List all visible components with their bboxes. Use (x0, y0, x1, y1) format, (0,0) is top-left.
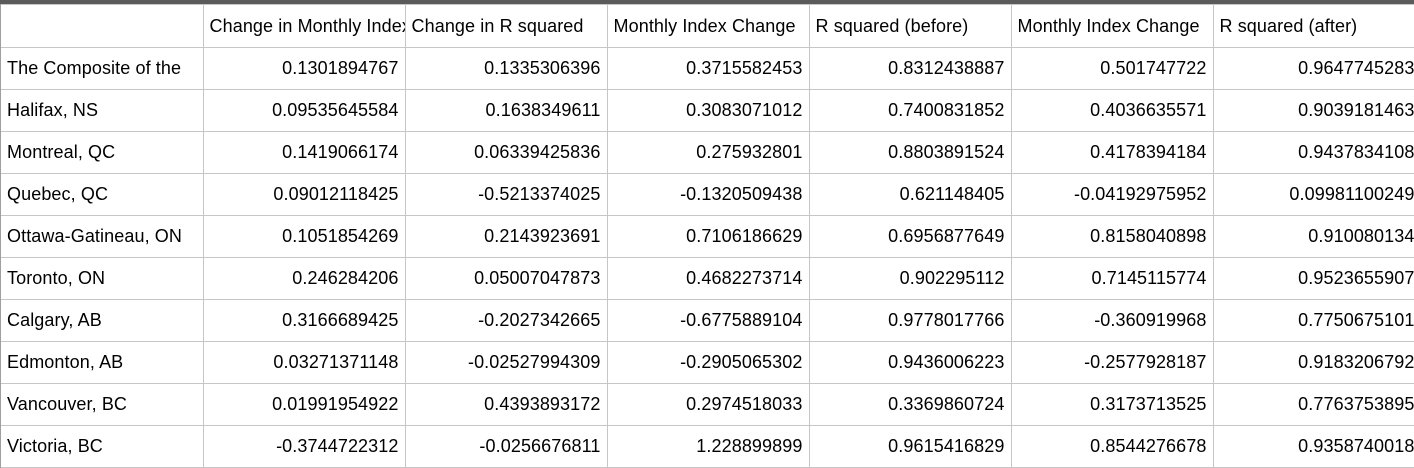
value-cell[interactable]: 0.3166689425 (202, 299, 406, 342)
value-cell[interactable]: 0.1419066174 (202, 131, 406, 174)
table-row: Halifax, NS 0.09535645584 0.1638349611 0.30… (1, 89, 1414, 132)
value-cell[interactable]: 0.2974518033 (606, 383, 810, 426)
value-cell[interactable]: -0.360919968 (1010, 299, 1214, 342)
table-row: Vancouver, BC 0.01991954922 0.4393893172 0.… (1, 383, 1414, 426)
header-cell[interactable]: Change in Monthly Index (202, 4, 406, 48)
value-cell[interactable]: 0.9436006223 (808, 341, 1012, 384)
value-cell[interactable]: 0.6956877649 (808, 215, 1012, 258)
value-cell[interactable]: 0.9358740018 (1212, 425, 1414, 468)
value-cell[interactable]: 0.3173713525 (1010, 383, 1214, 426)
value-cell[interactable]: 0.8544276678 (1010, 425, 1214, 468)
value-cell[interactable]: -0.1320509438 (606, 173, 810, 216)
value-cell[interactable]: -0.5213374025 (404, 173, 608, 216)
table-row: Toronto, ON 0.246284206 0.05007047873 0.468… (1, 257, 1414, 300)
value-cell[interactable]: -0.02527994309 (404, 341, 608, 384)
value-cell[interactable]: 0.8158040898 (1010, 215, 1214, 258)
value-cell[interactable]: 0.910080134 (1212, 215, 1414, 258)
value-cell[interactable]: 0.09535645584 (202, 89, 406, 132)
header-cell[interactable]: Change in R squared (404, 4, 608, 48)
value-cell[interactable]: 0.3369860724 (808, 383, 1012, 426)
table-row: Montreal, QC 0.1419066174 0.06339425836 0.2… (1, 131, 1414, 174)
value-cell[interactable]: 0.8312438887 (808, 47, 1012, 90)
row-label-cell[interactable]: Halifax, NS (1, 89, 204, 132)
value-cell[interactable]: 0.1051854269 (202, 215, 406, 258)
header-cell[interactable]: Monthly Index Change (1010, 4, 1214, 48)
row-label-cell[interactable]: The Composite of the (1, 47, 204, 90)
value-cell[interactable]: 0.7106186629 (606, 215, 810, 258)
value-cell[interactable]: -0.04192975952 (1010, 173, 1214, 216)
row-label-cell[interactable]: Quebec, QC (1, 173, 204, 216)
value-cell[interactable]: -0.6775889104 (606, 299, 810, 342)
value-cell[interactable]: 0.2143923691 (404, 215, 608, 258)
value-cell[interactable]: -0.2577928187 (1010, 341, 1214, 384)
value-cell[interactable]: 0.09981100249 (1212, 173, 1414, 216)
value-cell[interactable]: 0.7400831852 (808, 89, 1012, 132)
value-cell[interactable]: 0.3083071012 (606, 89, 810, 132)
value-cell[interactable]: 0.09012118425 (202, 173, 406, 216)
table-row: Calgary, AB 0.3166689425 -0.2027342665 -0.6… (1, 299, 1414, 342)
value-cell[interactable]: 0.7145115774 (1010, 257, 1214, 300)
table-row: Ottawa-Gatineau, ON 0.1051854269 0.2143923… (1, 215, 1414, 258)
header-cell[interactable]: R squared (before) (808, 4, 1012, 48)
value-cell[interactable]: 0.9647745283 (1212, 47, 1414, 90)
value-cell[interactable]: 0.9615416829 (808, 425, 1012, 468)
row-label-cell[interactable]: Toronto, ON (1, 257, 204, 300)
value-cell[interactable]: 0.246284206 (202, 257, 406, 300)
value-cell[interactable]: 0.8803891524 (808, 131, 1012, 174)
value-cell[interactable]: 0.4036635571 (1010, 89, 1214, 132)
value-cell[interactable]: 0.275932801 (606, 131, 810, 174)
value-cell[interactable]: 0.4393893172 (404, 383, 608, 426)
value-cell[interactable]: 0.9039181463 (1212, 89, 1414, 132)
value-cell[interactable]: 0.902295112 (808, 257, 1012, 300)
row-label-cell[interactable]: Edmonton, AB (1, 341, 204, 384)
table-row: Edmonton, AB 0.03271371148 -0.02527994309-… (1, 341, 1414, 384)
header-cell[interactable] (1, 4, 204, 48)
value-cell[interactable]: 0.7750675101 (1212, 299, 1414, 342)
value-cell[interactable]: 0.1301894767 (202, 47, 406, 90)
value-cell[interactable]: 0.7763753895 (1212, 383, 1414, 426)
table-row: Victoria, BC -0.3744722312 -0.0256676811 1.… (1, 425, 1414, 468)
value-cell[interactable]: 0.621148405 (808, 173, 1012, 216)
value-cell[interactable]: 1.228899899 (606, 425, 810, 468)
value-cell[interactable]: 0.06339425836 (404, 131, 608, 174)
value-cell[interactable]: -0.0256676811 (404, 425, 608, 468)
header-cell[interactable]: R squared (after) (1212, 4, 1414, 48)
spreadsheet-grid[interactable]: Change in Monthly Index Change in R squa… (0, 4, 1414, 468)
table-row: Quebec, QC 0.09012118425 -0.5213374025 -0.1… (1, 173, 1414, 216)
value-cell[interactable]: 0.1335306396 (404, 47, 608, 90)
value-cell[interactable]: 0.3715582453 (606, 47, 810, 90)
value-cell[interactable]: 0.9437834108 (1212, 131, 1414, 174)
value-cell[interactable]: 0.01991954922 (202, 383, 406, 426)
value-cell[interactable]: -0.3744722312 (202, 425, 406, 468)
value-cell[interactable]: 0.05007047873 (404, 257, 608, 300)
value-cell[interactable]: -0.2027342665 (404, 299, 608, 342)
header-cell[interactable]: Monthly Index Change (606, 4, 810, 48)
table-row: The Composite of the 0.1301894767 0.133530… (1, 47, 1414, 90)
value-cell[interactable]: 0.4178394184 (1010, 131, 1214, 174)
row-label-cell[interactable]: Vancouver, BC (1, 383, 204, 426)
value-cell[interactable]: 0.9183206792 (1212, 341, 1414, 384)
window-top-border (0, 0, 1414, 4)
value-cell[interactable]: 0.9523655907 (1212, 257, 1414, 300)
value-cell[interactable]: 0.501747722 (1010, 47, 1214, 90)
value-cell[interactable]: -0.2905065302 (606, 341, 810, 384)
value-cell[interactable]: 0.03271371148 (202, 341, 406, 384)
header-row: Change in Monthly Index Change in R squa… (1, 4, 1414, 48)
value-cell[interactable]: 0.9778017766 (808, 299, 1012, 342)
row-label-cell[interactable]: Victoria, BC (1, 425, 204, 468)
value-cell[interactable]: 0.1638349611 (404, 89, 608, 132)
row-label-cell[interactable]: Calgary, AB (1, 299, 204, 342)
value-cell[interactable]: 0.4682273714 (606, 257, 810, 300)
data-table: Change in Monthly Index Change in R squa… (1, 4, 1414, 468)
row-label-cell[interactable]: Ottawa-Gatineau, ON (1, 215, 204, 258)
row-label-cell[interactable]: Montreal, QC (1, 131, 204, 174)
